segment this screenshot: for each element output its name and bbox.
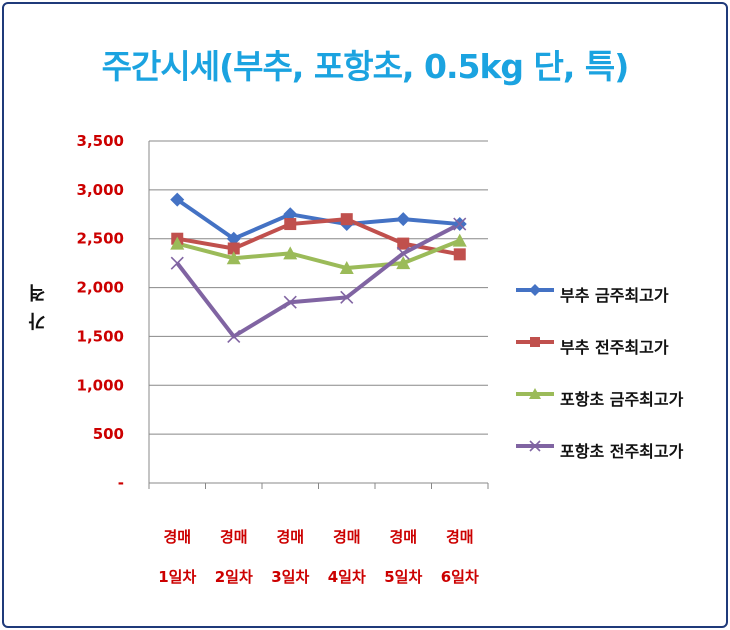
legend-swatch bbox=[516, 388, 554, 399]
data-point-square bbox=[530, 337, 540, 347]
y-tick-label: 2,500 bbox=[77, 230, 124, 248]
series-line bbox=[176, 197, 460, 241]
data-point-triangle bbox=[396, 256, 411, 270]
x-tick-label: 5일차 bbox=[384, 568, 422, 586]
legend-label: 부추 전주최고가 bbox=[560, 338, 669, 357]
data-point-triangle bbox=[529, 388, 541, 399]
legend-item: 부추 전주최고가 bbox=[512, 330, 722, 382]
data-point-triangle bbox=[226, 251, 241, 265]
data-point-x bbox=[340, 290, 354, 304]
x-tick-label: 4일차 bbox=[328, 568, 366, 586]
data-point-diamond bbox=[226, 231, 241, 246]
legend-label: 부추 금주최고가 bbox=[560, 286, 669, 305]
series-line bbox=[176, 217, 461, 257]
y-tick-label: 500 bbox=[93, 425, 124, 443]
series-line bbox=[175, 222, 461, 339]
legend-swatch bbox=[516, 440, 554, 452]
data-point-x bbox=[396, 246, 410, 260]
legend-item: 포항초 전주최고가 bbox=[512, 434, 722, 486]
y-tick-label: 1,000 bbox=[77, 376, 124, 394]
data-point-square bbox=[453, 248, 466, 261]
x-tick-label: 3일차 bbox=[271, 568, 309, 586]
chart-title: 주간시세(부추, 포항초, 0.5kg 단, 특) bbox=[101, 47, 630, 86]
x-tick-label: 경매 bbox=[220, 528, 248, 546]
data-point-diamond bbox=[396, 212, 411, 227]
x-tick-label: 2일차 bbox=[215, 568, 253, 586]
data-point-triangle bbox=[452, 233, 467, 247]
x-tick-label: 경매 bbox=[163, 528, 191, 546]
legend-swatch bbox=[516, 337, 554, 347]
legend-label: 포항초 전주최고가 bbox=[560, 442, 684, 461]
y-tick-label: 2,000 bbox=[77, 279, 124, 297]
x-tick-label: 경매 bbox=[389, 528, 417, 546]
data-point-triangle bbox=[170, 236, 185, 250]
y-tick-label: 3,500 bbox=[77, 132, 124, 150]
data-point-x bbox=[283, 295, 297, 309]
x-tick-label: 경매 bbox=[333, 528, 361, 546]
series-line bbox=[176, 238, 461, 271]
data-point-square bbox=[340, 213, 353, 226]
data-point-square bbox=[227, 242, 240, 255]
x-tick-label: 경매 bbox=[446, 528, 474, 546]
legend-item: 부추 금주최고가 bbox=[512, 278, 722, 330]
data-point-triangle bbox=[339, 261, 354, 275]
data-point-x bbox=[170, 256, 184, 270]
data-point-x bbox=[529, 440, 541, 452]
data-point-x bbox=[227, 329, 241, 343]
x-tick-label: 1일차 bbox=[158, 568, 196, 586]
data-point-x bbox=[453, 217, 467, 231]
x-tick-label: 6일차 bbox=[441, 568, 479, 586]
legend-label: 포항초 금주최고가 bbox=[560, 390, 684, 409]
data-point-diamond bbox=[170, 192, 185, 207]
data-point-diamond bbox=[283, 207, 298, 222]
data-point-diamond bbox=[529, 284, 541, 296]
data-point-square bbox=[284, 218, 297, 231]
x-tick-label: 경매 bbox=[276, 528, 304, 546]
y-tick-label: 3,000 bbox=[77, 181, 124, 199]
data-point-triangle bbox=[283, 246, 298, 260]
data-point-square bbox=[397, 237, 410, 250]
legend-swatch bbox=[516, 284, 554, 296]
y-tick-label: 1,500 bbox=[77, 327, 124, 345]
y-tick-label: - bbox=[118, 474, 124, 492]
legend-item: 포항초 금주최고가 bbox=[512, 382, 722, 434]
